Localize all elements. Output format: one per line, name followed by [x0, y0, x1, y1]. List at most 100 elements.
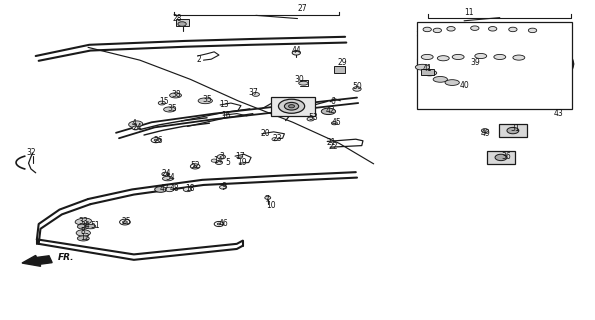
- Text: 37: 37: [249, 88, 258, 97]
- Text: 7: 7: [265, 196, 270, 204]
- Ellipse shape: [445, 80, 459, 85]
- Circle shape: [158, 101, 165, 105]
- Circle shape: [433, 28, 441, 33]
- Text: 13: 13: [219, 100, 228, 109]
- Text: 8: 8: [80, 228, 85, 236]
- Ellipse shape: [76, 230, 90, 236]
- Ellipse shape: [155, 187, 167, 192]
- Text: 33: 33: [79, 217, 88, 226]
- Circle shape: [252, 92, 259, 96]
- Circle shape: [217, 223, 221, 225]
- Text: 47: 47: [159, 184, 169, 193]
- Circle shape: [165, 187, 174, 192]
- Circle shape: [211, 159, 217, 162]
- Text: 11: 11: [464, 8, 474, 17]
- Ellipse shape: [129, 121, 143, 127]
- Circle shape: [151, 138, 161, 143]
- Text: 48: 48: [170, 184, 179, 193]
- Text: 52: 52: [190, 161, 200, 170]
- Ellipse shape: [452, 54, 464, 60]
- Text: 42: 42: [326, 106, 336, 115]
- Bar: [334, 66, 345, 73]
- Text: 49: 49: [481, 129, 490, 138]
- Text: 51: 51: [90, 221, 100, 230]
- Circle shape: [447, 27, 455, 31]
- FancyArrow shape: [22, 255, 52, 266]
- Circle shape: [272, 138, 278, 141]
- Text: 6: 6: [330, 97, 335, 106]
- Circle shape: [123, 221, 127, 223]
- Text: 17: 17: [235, 152, 245, 161]
- Text: 50: 50: [352, 82, 362, 91]
- Ellipse shape: [164, 107, 176, 112]
- Text: 35: 35: [202, 95, 212, 104]
- Text: 26: 26: [154, 136, 163, 145]
- Circle shape: [178, 22, 186, 26]
- Text: 45: 45: [332, 118, 342, 127]
- Circle shape: [289, 105, 295, 108]
- Text: 24: 24: [162, 169, 171, 178]
- Circle shape: [220, 185, 227, 189]
- Ellipse shape: [422, 70, 437, 76]
- Circle shape: [183, 187, 192, 192]
- Circle shape: [507, 127, 519, 134]
- Bar: [421, 69, 434, 75]
- Text: 46: 46: [219, 219, 228, 228]
- Text: 53: 53: [308, 113, 318, 122]
- Text: 12: 12: [80, 233, 90, 242]
- Circle shape: [292, 51, 300, 55]
- Text: 20: 20: [261, 129, 270, 138]
- Text: 25: 25: [122, 217, 131, 226]
- Text: 22: 22: [328, 142, 338, 151]
- Ellipse shape: [77, 236, 89, 241]
- Circle shape: [214, 221, 224, 227]
- Text: 43: 43: [553, 109, 563, 118]
- Ellipse shape: [421, 54, 433, 60]
- Ellipse shape: [162, 176, 173, 181]
- Text: 16: 16: [221, 111, 231, 120]
- Text: 4: 4: [132, 119, 137, 128]
- Circle shape: [215, 161, 223, 164]
- Text: 40: 40: [459, 81, 469, 90]
- Text: 2: 2: [196, 55, 201, 64]
- Circle shape: [495, 154, 507, 161]
- Text: 19: 19: [237, 158, 246, 167]
- Circle shape: [528, 28, 537, 33]
- Circle shape: [120, 219, 130, 225]
- Text: 35: 35: [168, 104, 177, 113]
- Circle shape: [265, 196, 271, 199]
- Circle shape: [284, 102, 299, 110]
- Text: 24: 24: [132, 123, 142, 132]
- Text: 54: 54: [165, 173, 175, 182]
- Text: 39: 39: [470, 58, 480, 67]
- Circle shape: [217, 155, 226, 159]
- Circle shape: [353, 87, 361, 91]
- Circle shape: [509, 27, 517, 32]
- Circle shape: [190, 164, 200, 169]
- Bar: [499, 124, 527, 137]
- Ellipse shape: [198, 98, 212, 104]
- Circle shape: [193, 165, 197, 167]
- Text: 9: 9: [221, 182, 226, 191]
- Text: 21: 21: [326, 138, 336, 147]
- Ellipse shape: [77, 224, 89, 229]
- Text: 29: 29: [338, 58, 347, 67]
- Ellipse shape: [494, 54, 506, 60]
- Text: 15: 15: [159, 97, 169, 106]
- Ellipse shape: [437, 56, 449, 61]
- Circle shape: [331, 122, 337, 125]
- Bar: [271, 97, 315, 116]
- Text: 27: 27: [298, 4, 307, 13]
- Text: 14: 14: [213, 156, 223, 165]
- Ellipse shape: [170, 93, 181, 98]
- Text: 34: 34: [80, 221, 90, 230]
- Text: 5: 5: [225, 158, 230, 167]
- Text: 38: 38: [171, 90, 181, 99]
- Text: 31: 31: [511, 124, 520, 133]
- Circle shape: [132, 126, 139, 130]
- Bar: [416, 22, 572, 109]
- Text: 41: 41: [422, 64, 432, 73]
- Ellipse shape: [321, 108, 336, 115]
- Circle shape: [481, 129, 488, 132]
- Ellipse shape: [475, 53, 487, 59]
